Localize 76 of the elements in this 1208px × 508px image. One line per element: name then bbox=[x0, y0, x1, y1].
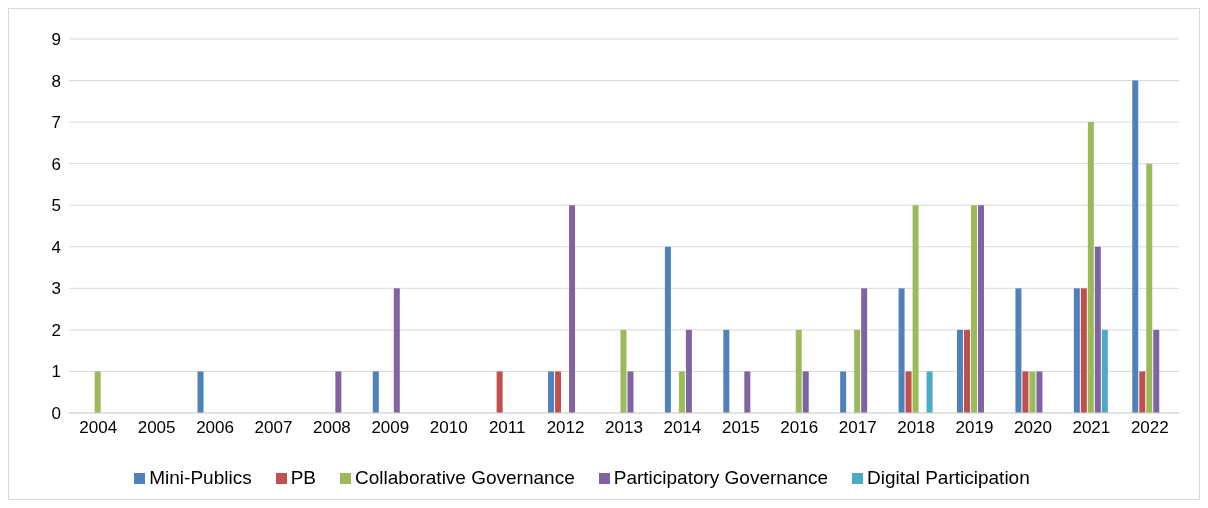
bar bbox=[795, 329, 802, 413]
bar bbox=[971, 205, 977, 413]
y-tick-label: 0 bbox=[51, 404, 61, 424]
legend-label: Participatory Governance bbox=[613, 467, 829, 488]
bar bbox=[393, 288, 400, 413]
bar bbox=[496, 371, 503, 413]
y-tick-label: 6 bbox=[51, 154, 61, 174]
bar bbox=[620, 329, 627, 413]
bar bbox=[555, 371, 562, 413]
bar bbox=[1015, 288, 1022, 413]
bar bbox=[197, 371, 204, 413]
bar bbox=[926, 371, 933, 413]
bar bbox=[854, 329, 861, 413]
bar bbox=[1139, 371, 1146, 413]
bar bbox=[548, 371, 555, 413]
bar bbox=[1073, 288, 1080, 413]
bar bbox=[1087, 122, 1094, 413]
bar bbox=[1101, 329, 1108, 413]
x-tick-label: 2005 bbox=[137, 418, 176, 438]
x-tick-label: 2012 bbox=[546, 418, 585, 438]
bar bbox=[1132, 80, 1139, 413]
bar bbox=[94, 371, 101, 413]
x-tick-label: 2016 bbox=[780, 418, 819, 438]
bar bbox=[1080, 288, 1087, 413]
y-tick-label: 8 bbox=[51, 71, 61, 91]
x-tick-label: 2008 bbox=[312, 418, 351, 438]
x-tick-label: 2006 bbox=[196, 418, 234, 438]
x-tick-label: 2010 bbox=[429, 418, 468, 438]
x-tick-label: 2004 bbox=[79, 418, 118, 438]
bar bbox=[1153, 329, 1160, 413]
bar bbox=[898, 288, 905, 413]
bar bbox=[905, 371, 912, 413]
x-tick-label: 2014 bbox=[663, 418, 702, 438]
x-tick-label: 2009 bbox=[371, 418, 410, 438]
y-tick-label: 3 bbox=[51, 279, 61, 299]
bar bbox=[335, 371, 342, 413]
x-tick-label: 2015 bbox=[721, 418, 760, 438]
bar bbox=[723, 329, 730, 413]
bar bbox=[978, 205, 984, 413]
x-tick-label: 2017 bbox=[838, 418, 877, 438]
bar bbox=[861, 288, 868, 413]
y-tick-label: 4 bbox=[51, 237, 61, 257]
bar bbox=[957, 329, 963, 413]
bar bbox=[678, 371, 685, 413]
x-tick-label: 2013 bbox=[605, 418, 643, 438]
x-tick-label: 2018 bbox=[897, 418, 936, 438]
y-tick-label: 7 bbox=[51, 113, 61, 133]
x-tick-label: 2021 bbox=[1072, 418, 1111, 438]
y-tick-label: 1 bbox=[51, 362, 61, 382]
bar bbox=[1146, 163, 1153, 413]
bar bbox=[964, 329, 970, 413]
y-tick-label: 2 bbox=[51, 320, 61, 340]
bar bbox=[1029, 371, 1036, 413]
bar bbox=[744, 371, 751, 413]
bar bbox=[627, 371, 634, 413]
bar bbox=[1094, 246, 1101, 413]
y-tick-label: 9 bbox=[51, 30, 61, 50]
bar bbox=[1036, 371, 1043, 413]
bar bbox=[685, 329, 692, 413]
x-tick-label: 2011 bbox=[488, 418, 526, 438]
y-tick-label: 5 bbox=[51, 196, 61, 216]
bar bbox=[840, 371, 847, 413]
legend-label: PB bbox=[290, 467, 317, 488]
legend-label: Collaborative Governance bbox=[355, 467, 575, 488]
bar bbox=[664, 246, 671, 413]
legend-label: Mini-Publics bbox=[149, 467, 252, 488]
x-tick-label: 2020 bbox=[1014, 418, 1052, 438]
x-tick-label: 2022 bbox=[1130, 418, 1169, 438]
bar bbox=[1022, 371, 1029, 413]
bar bbox=[569, 205, 576, 413]
bar bbox=[912, 205, 919, 413]
x-tick-label: 2019 bbox=[955, 418, 994, 438]
bar bbox=[802, 371, 809, 413]
legend-label: Digital Participation bbox=[867, 467, 1030, 488]
x-tick-label: 2007 bbox=[254, 418, 293, 438]
bar bbox=[372, 371, 379, 413]
